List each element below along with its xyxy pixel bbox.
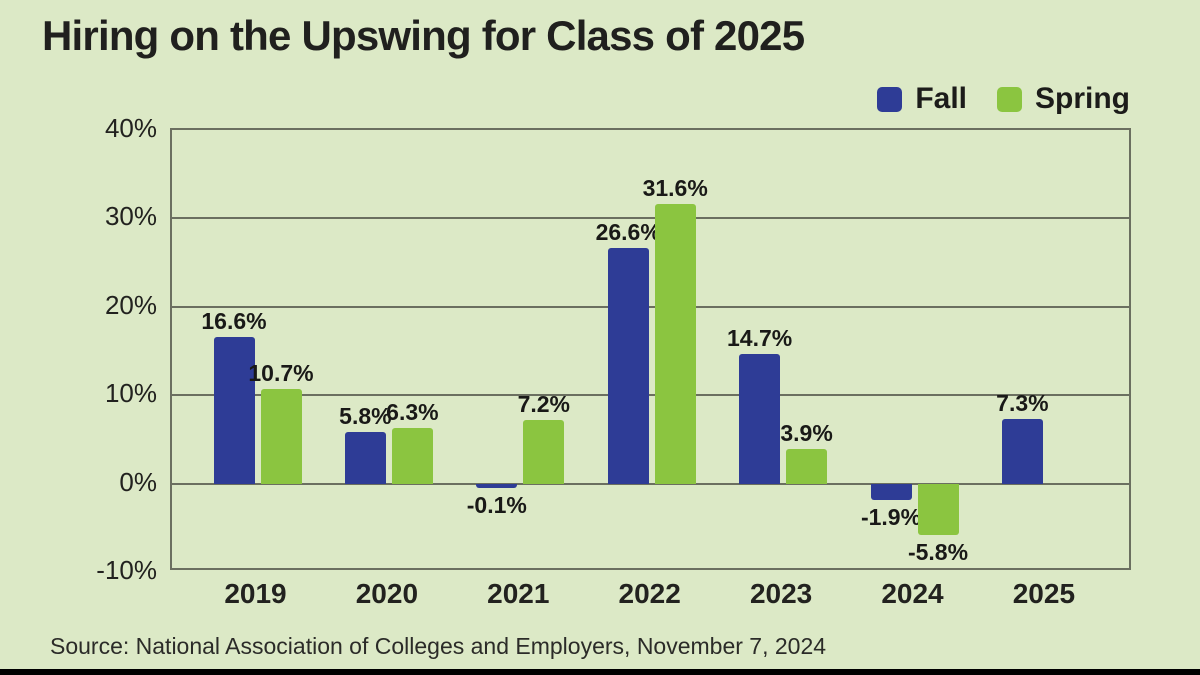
bar-value-label: -1.9% bbox=[860, 504, 922, 531]
x-tick-label: 2019 bbox=[224, 578, 287, 609]
legend-label-spring: Spring bbox=[1035, 82, 1130, 115]
x-tick-label: 2025 bbox=[1012, 578, 1076, 609]
x-tick-label: 2024 bbox=[881, 578, 944, 609]
bar-fall-2022 bbox=[607, 248, 649, 484]
x-tick-label: 2022 bbox=[618, 578, 681, 609]
bar-value-label: 7.2% bbox=[517, 390, 571, 417]
bar-spring-2020 bbox=[391, 427, 433, 484]
bar-value-label: 3.9% bbox=[780, 420, 833, 447]
bar-value-label: 10.7% bbox=[248, 360, 314, 386]
bar-fall-2023 bbox=[739, 353, 781, 484]
grid-line bbox=[172, 305, 1129, 308]
y-tick-label: 40% bbox=[104, 113, 157, 143]
grid-line bbox=[172, 482, 1129, 485]
grid-line bbox=[172, 394, 1129, 397]
legend-item-spring: Spring bbox=[997, 82, 1130, 116]
bar-fall-2024 bbox=[870, 483, 912, 501]
x-tick-label: 2020 bbox=[355, 578, 419, 609]
bar-value-label: 5.8% bbox=[339, 403, 392, 430]
bar-fall-2025 bbox=[1001, 419, 1043, 484]
bar-fall-2021 bbox=[476, 483, 518, 488]
bar-spring-2024 bbox=[917, 483, 959, 535]
bar-fall-2020 bbox=[344, 432, 386, 484]
y-tick-label: 30% bbox=[104, 201, 157, 232]
x-tick-label: 2023 bbox=[749, 578, 813, 609]
bar-value-label: 31.6% bbox=[642, 175, 708, 202]
legend: Fall Spring bbox=[877, 82, 1130, 116]
bar-value-label: 14.7% bbox=[726, 324, 793, 351]
bar-value-label: -0.1% bbox=[466, 491, 527, 518]
bar-spring-2022 bbox=[654, 204, 696, 484]
bar-value-label: 16.6% bbox=[201, 307, 267, 334]
fall-swatch-icon bbox=[877, 86, 903, 112]
bar-value-label: -5.8% bbox=[907, 538, 969, 565]
bar-value-label: 6.3% bbox=[386, 398, 439, 425]
bar-value-label: 7.3% bbox=[996, 390, 1049, 417]
y-tick-label: 20% bbox=[104, 289, 157, 320]
y-tick-label: 0% bbox=[119, 466, 157, 497]
bar-fall-2019 bbox=[213, 336, 255, 484]
bar-spring-2021 bbox=[523, 419, 565, 484]
letterbox-bar bbox=[0, 669, 1200, 675]
y-tick-label: 10% bbox=[104, 378, 157, 409]
x-tick-label: 2021 bbox=[487, 578, 550, 609]
legend-label-fall: Fall bbox=[915, 82, 967, 115]
grid-line bbox=[172, 217, 1129, 220]
chart-title: Hiring on the Upswing for Class of 2025 bbox=[42, 12, 805, 59]
plot-area: 16.6% 10.7% 5.8% 6.3% -0.1% 7.2% 26.6% 31.6% 14.… bbox=[170, 128, 1131, 570]
bar-value-label: 26.6% bbox=[595, 219, 661, 246]
bar-spring-2023 bbox=[786, 449, 828, 484]
bar-spring-2019 bbox=[260, 389, 302, 484]
y-tick-label: -10% bbox=[96, 555, 157, 585]
source-attribution: Source: National Association of Colleges… bbox=[50, 633, 827, 659]
legend-item-fall: Fall bbox=[877, 82, 967, 116]
spring-swatch-icon bbox=[997, 86, 1022, 112]
